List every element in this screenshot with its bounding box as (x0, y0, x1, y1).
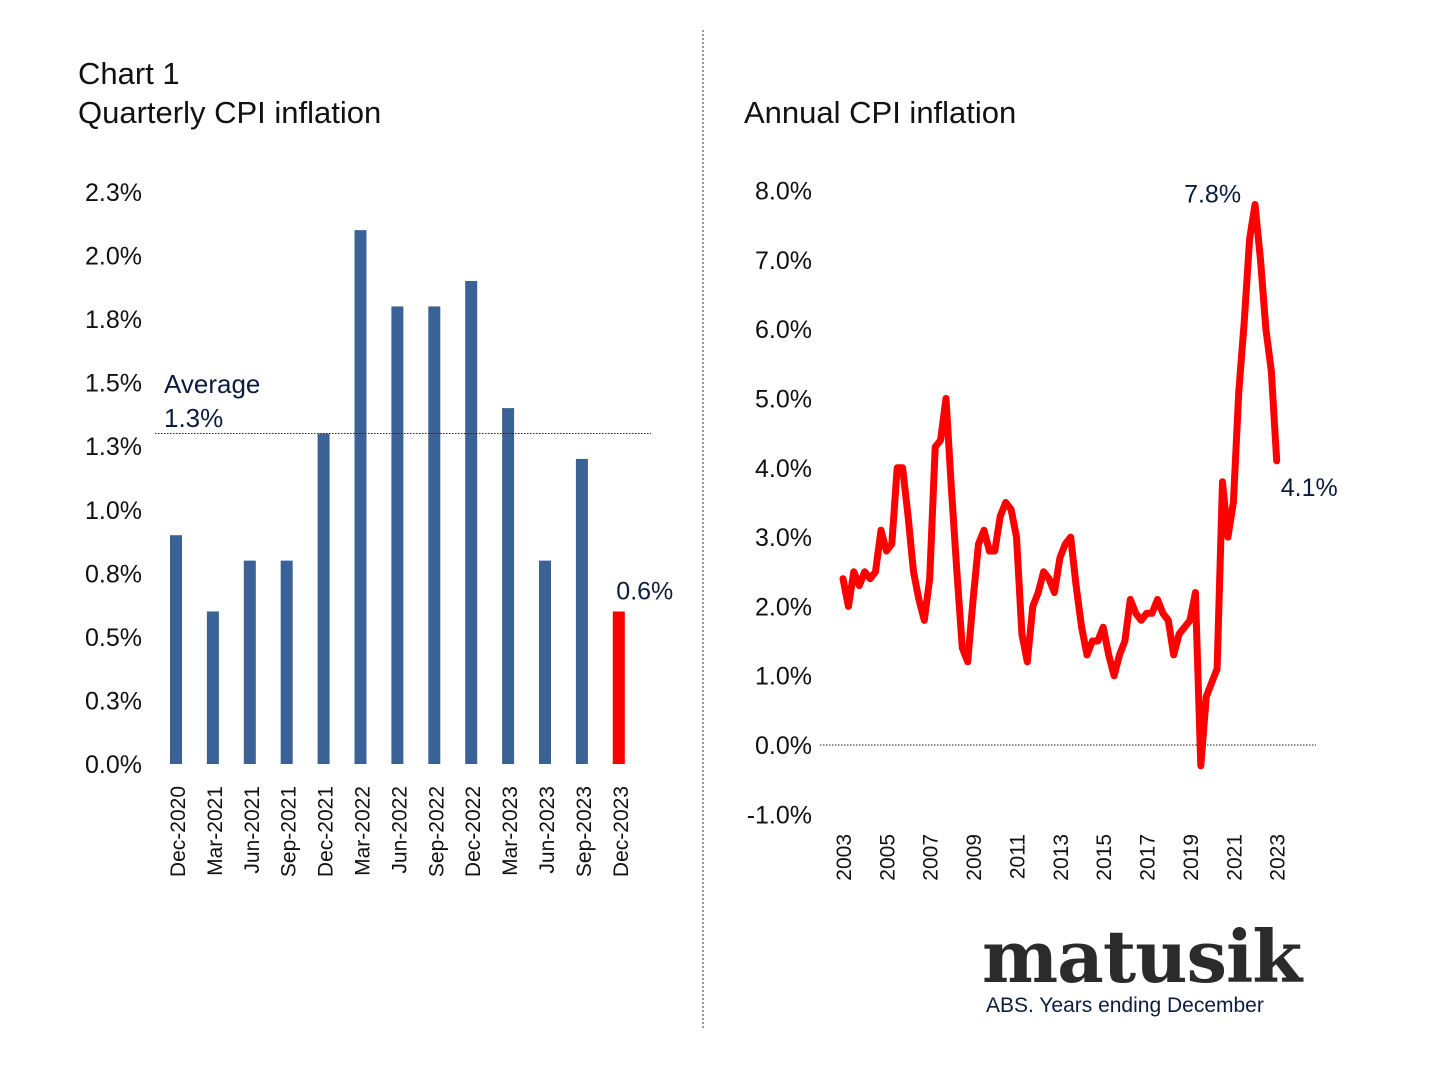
matusik-logo: matusik (982, 914, 1302, 999)
line-x-tick-label: 2019 (1180, 834, 1203, 881)
bar-x-tick-label: Dec-2023 (610, 786, 633, 877)
bar (317, 433, 330, 764)
bar (280, 560, 293, 764)
line-x-tick-label: 2011 (1006, 834, 1029, 879)
bar-x-tick-label: Jun-2023 (536, 786, 559, 874)
annual-line-chart: -1.0% 0.0% 1.0% 2.0% 3.0% 4.0% 5.0% 6.0% 7.0% 8.0… (747, 178, 1338, 881)
bar (575, 458, 588, 764)
line-y-tick-label: 4.0% (755, 455, 812, 483)
bar-x-tick-label: Dec-2021 (315, 786, 338, 877)
bar-x-tick-label: Jun-2021 (241, 786, 264, 874)
line-y-tick-label: 8.0% (755, 178, 812, 206)
bar-x-tick-label: Mar-2021 (204, 786, 227, 876)
bar-y-tick-label: 0.5% (85, 624, 142, 652)
bar-y-tick-label: 2.0% (85, 243, 142, 271)
bar-end-value-label: 0.6% (616, 577, 673, 605)
bar (170, 535, 182, 764)
bar-x-tick-label: Sep-2021 (278, 786, 301, 877)
line-y-tick-label: 7.0% (755, 247, 812, 275)
line-y-tick-label: -1.0% (747, 801, 812, 829)
line-x-tick-label: 2005 (876, 834, 899, 881)
line-x-tick-label: 2003 (833, 834, 856, 881)
line-y-tick-label: 3.0% (755, 524, 812, 552)
bar-y-tick-label: 2.3% (85, 179, 142, 207)
bar-y-tick-label: 1.3% (85, 433, 142, 461)
bar (465, 280, 478, 764)
line-x-tick-label: 2023 (1267, 834, 1290, 881)
left-chart-title: Quarterly CPI inflation (78, 95, 382, 130)
line-y-tick-label: 0.0% (755, 732, 812, 760)
average-value-label: 1.3% (164, 403, 223, 433)
bar-x-tick-label: Jun-2022 (388, 786, 411, 874)
bar (206, 611, 219, 764)
bar-y-tick-label: 1.5% (85, 370, 142, 398)
bar (428, 306, 441, 764)
bar-x-tick-label: Mar-2022 (352, 786, 375, 876)
bar (539, 560, 551, 764)
peak-value-label: 7.8% (1184, 180, 1241, 208)
bar-y-tick-label: 0.0% (85, 751, 142, 779)
line-y-tick-label: 6.0% (755, 316, 812, 344)
bar-x-tick-label: Sep-2023 (573, 786, 596, 877)
average-label: Average (164, 369, 260, 399)
line-end-value-label: 4.1% (1281, 474, 1338, 502)
line-x-tick-label: 2007 (920, 834, 943, 881)
source-note: ABS. Years ending December (986, 994, 1264, 1017)
bar-x-tick-label: Dec-2020 (167, 786, 190, 877)
bar (612, 611, 625, 764)
bar-x-tick-label: Sep-2022 (425, 786, 448, 877)
line-x-tick-label: 2017 (1137, 834, 1160, 881)
line-x-tick-label: 2015 (1093, 834, 1116, 881)
bar-y-tick-label: 0.8% (85, 560, 142, 588)
bar (354, 230, 367, 765)
line-y-tick-label: 5.0% (755, 386, 812, 414)
quarterly-bar-chart: 0.0% 0.3% 0.5% 0.8% 1.0% 1.3% 1.5% 1.8% 2.0% 2.3%… (85, 179, 673, 877)
bar-x-tick-label: Mar-2023 (499, 786, 522, 876)
bar-y-tick-label: 0.3% (85, 687, 142, 715)
line-x-tick-label: 2009 (963, 834, 986, 881)
bar-y-tick-label: 1.8% (85, 306, 142, 334)
chart-label: Chart 1 (78, 56, 180, 91)
annual-cpi-line (839, 201, 1281, 770)
line-x-tick-label: 2021 (1223, 834, 1246, 881)
bar-y-tick-label: 1.0% (85, 497, 142, 525)
right-chart-title: Annual CPI inflation (744, 95, 1017, 130)
bar-x-tick-label: Dec-2022 (462, 786, 485, 877)
bar (391, 306, 404, 764)
bar (502, 408, 515, 764)
line-x-tick-label: 2013 (1050, 834, 1073, 881)
line-y-tick-label: 1.0% (755, 663, 812, 691)
bar (243, 560, 256, 764)
line-y-tick-label: 2.0% (755, 593, 812, 621)
